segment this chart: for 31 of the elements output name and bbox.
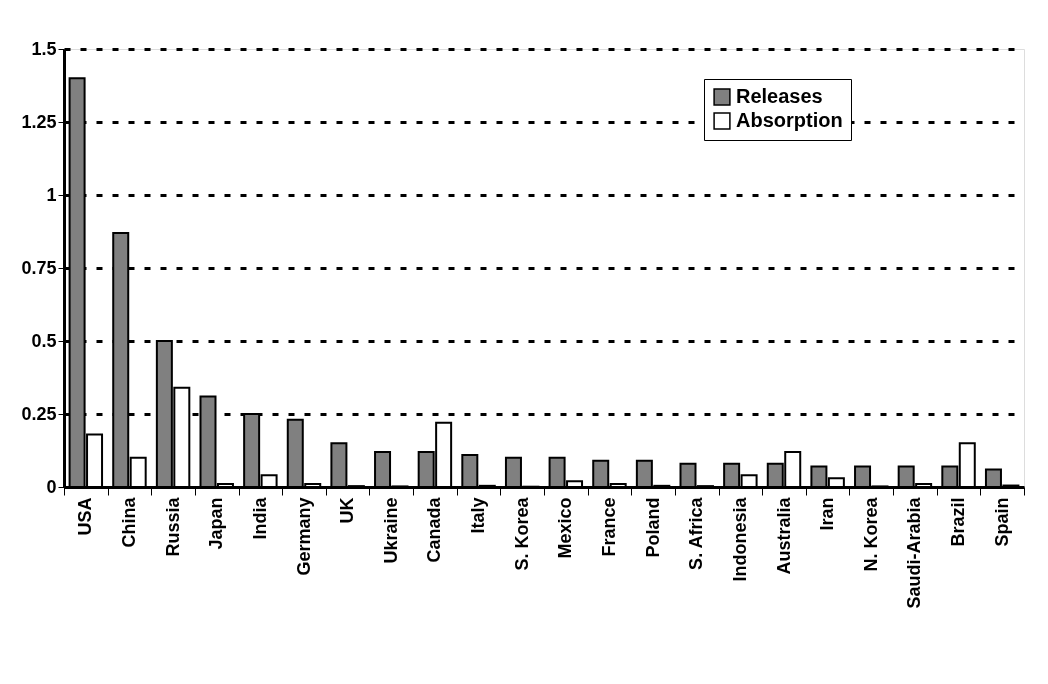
x-tick-label: Iran [817,497,838,531]
x-tick-label: Italy [468,497,489,534]
x-tick-label: UK [337,497,358,524]
x-tick-label: Japan [206,497,227,550]
x-tick-label: N. Korea [860,496,881,572]
x-tick-label: Canada [424,496,445,563]
y-tick-label: 1.25 [21,111,57,132]
x-tick-label: Indonesia [729,496,750,582]
y-tick-label: 1.5 [31,38,57,59]
x-tick-label: India [249,496,270,540]
x-tick-label: Mexico [555,497,576,559]
x-tick-label: USA [75,497,96,536]
x-tick-label: China [118,496,139,548]
x-tick-label: Ukraine [380,497,401,564]
x-tick-label: France [598,497,619,557]
x-tick-label: Poland [642,497,663,558]
x-tick-label: Australia [773,496,794,575]
x-tick-label: Spain [991,497,1012,547]
y-tick-label: 1 [46,184,57,205]
y-tick-label: 0.5 [31,330,57,351]
y-tick-label: 0.75 [21,257,57,278]
legend-label: Releases [736,85,823,107]
x-tick-label: Saudi-Arabia [904,496,925,609]
x-tick-label: Germany [293,497,314,576]
x-tick-label: Brazil [948,497,969,547]
x-tick-label: S. Africa [686,496,707,570]
y-tick-label: 0.25 [21,403,57,424]
legend-label: Absorption [736,109,843,131]
x-tick-label: Russia [162,496,183,557]
x-tick-label: S. Korea [511,496,532,571]
y-tick-label: 0 [46,476,57,497]
